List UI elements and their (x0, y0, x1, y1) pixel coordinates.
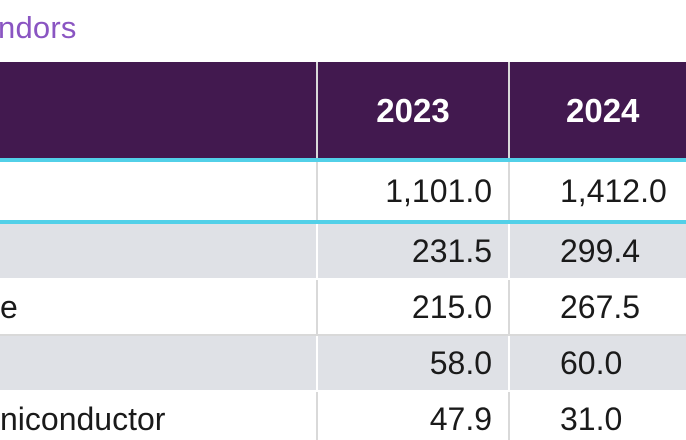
table-row: 231.5 299.4 (0, 224, 686, 280)
table-row: niconductor 47.9 31.0 (0, 392, 686, 440)
row-value-2023: 1,101.0 (318, 160, 510, 224)
row-name: e (0, 280, 318, 336)
row-name: niconductor (0, 392, 318, 440)
row-value-2023: 47.9 (318, 392, 510, 440)
table-row: e 215.0 267.5 (0, 280, 686, 336)
table-row: 1,101.0 1,412.0 (0, 160, 686, 224)
header-year-2023: 2023 (318, 62, 510, 160)
row-value-2023: 231.5 (318, 224, 510, 280)
row-value-2024: 267.5 (510, 280, 686, 336)
row-value-2024: 1,412.0 (510, 160, 686, 224)
header-row: 2023 2024 (0, 62, 686, 160)
row-value-2023: 58.0 (318, 336, 510, 392)
row-value-2024: 31.0 (510, 392, 686, 440)
data-table: 2023 2024 1,101.0 1,412.0 231.5 299.4 e … (0, 62, 686, 440)
row-name (0, 224, 318, 280)
row-name (0, 160, 318, 224)
row-value-2024: 60.0 (510, 336, 686, 392)
row-value-2024: 299.4 (510, 224, 686, 280)
row-name (0, 336, 318, 392)
header-name (0, 62, 318, 160)
header-year-2024: 2024 (510, 62, 686, 160)
row-value-2023: 215.0 (318, 280, 510, 336)
table-caption: ndors (0, 10, 77, 45)
table-row: 58.0 60.0 (0, 336, 686, 392)
